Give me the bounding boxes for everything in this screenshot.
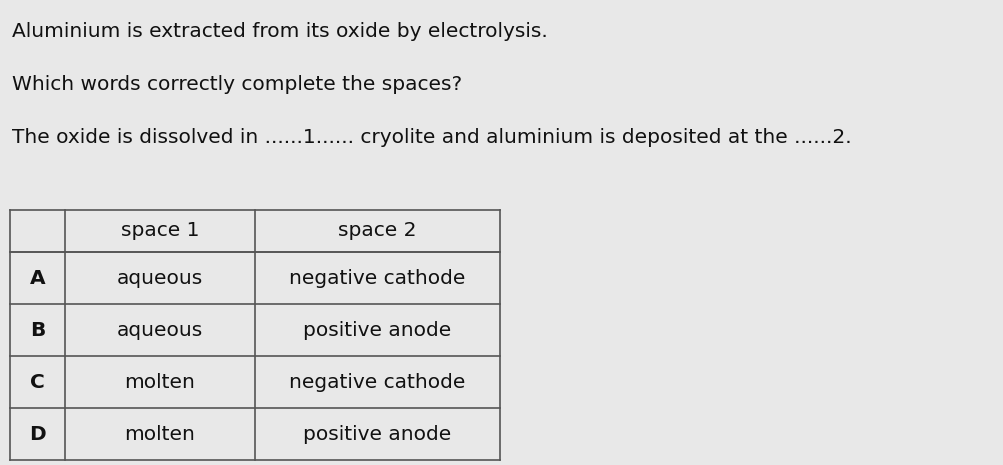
Text: aqueous: aqueous: [116, 320, 203, 339]
Text: positive anode: positive anode: [303, 425, 451, 444]
Text: space 2: space 2: [338, 221, 416, 240]
Text: C: C: [30, 372, 45, 392]
Text: space 1: space 1: [120, 221, 199, 240]
Text: The oxide is dissolved in ......1...... cryolite and aluminium is deposited at t: The oxide is dissolved in ......1...... …: [12, 128, 851, 147]
Text: molten: molten: [124, 372, 196, 392]
Text: aqueous: aqueous: [116, 268, 203, 287]
Text: negative cathode: negative cathode: [289, 372, 465, 392]
Text: positive anode: positive anode: [303, 320, 451, 339]
Text: A: A: [30, 268, 45, 287]
Text: D: D: [29, 425, 46, 444]
Text: molten: molten: [124, 425, 196, 444]
Text: negative cathode: negative cathode: [289, 268, 465, 287]
Text: Aluminium is extracted from its oxide by electrolysis.: Aluminium is extracted from its oxide by…: [12, 22, 548, 41]
Text: B: B: [30, 320, 45, 339]
Text: Which words correctly complete the spaces?: Which words correctly complete the space…: [12, 75, 461, 94]
